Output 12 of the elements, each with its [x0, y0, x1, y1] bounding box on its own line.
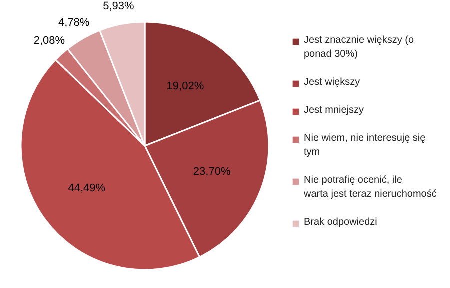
data-label: 44,49%: [68, 182, 106, 194]
legend-label: Nie wiem, nie interesuję się tym: [304, 133, 426, 158]
data-label: 23,70%: [193, 166, 231, 178]
legend-label: Nie potrafię ocenić, ile warta jest teraz nieruchomość: [303, 175, 437, 200]
legend-label: Brak odpowiedzi: [304, 217, 378, 228]
legend-label: Jest większy: [304, 77, 360, 88]
data-label: 4,78%: [58, 16, 90, 29]
legend-label: Jest mniejszy: [304, 105, 364, 116]
data-label: 5,93%: [103, 0, 135, 12]
data-label: 2,08%: [34, 34, 66, 47]
data-label: 19,02%: [166, 80, 204, 93]
legend-label: Jest znacznie większy (o ponad 30%): [304, 35, 414, 60]
